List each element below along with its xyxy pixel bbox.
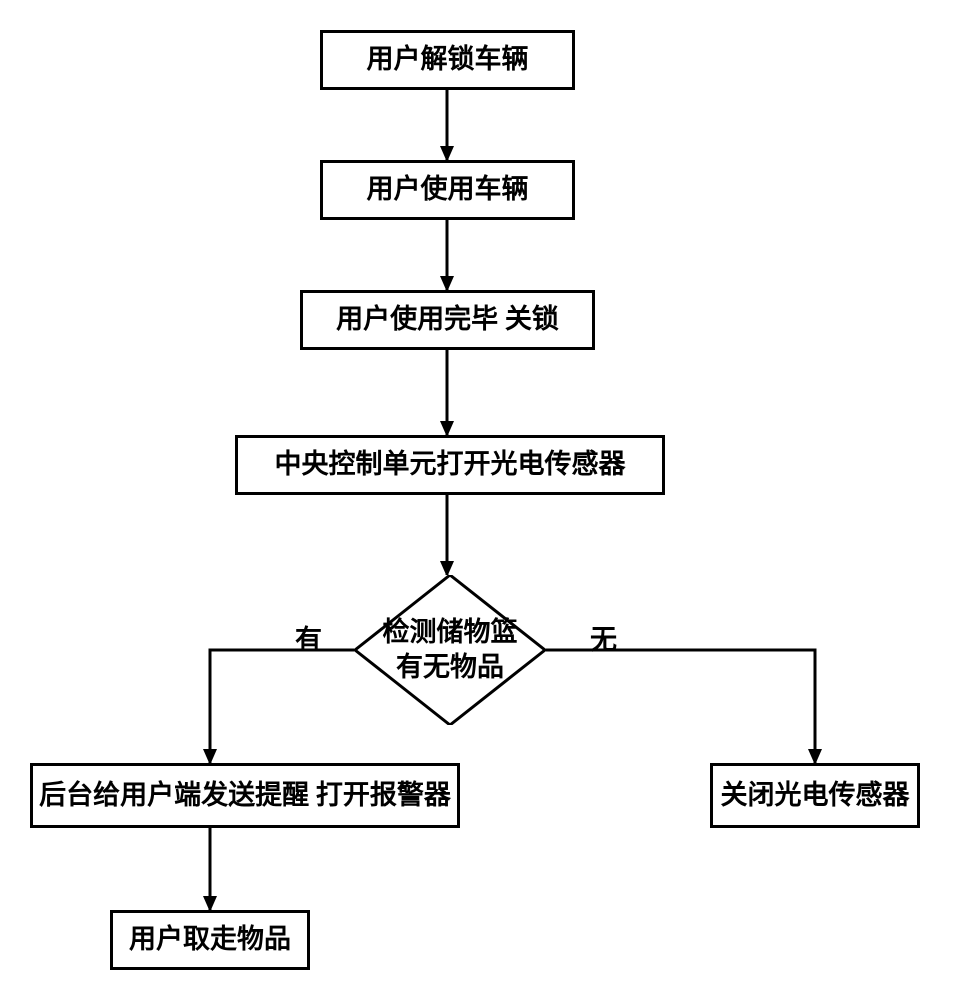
node-unlock-label: 用户解锁车辆 bbox=[367, 42, 529, 77]
node-ccu-open-sensor: 中央控制单元打开光电传感器 bbox=[235, 435, 665, 495]
node-use: 用户使用车辆 bbox=[320, 160, 575, 220]
edge-label-n5-n7: 无 bbox=[590, 618, 617, 657]
node-close-sensor-label: 关闭光电传感器 bbox=[721, 778, 910, 813]
edge-n5-n7 bbox=[545, 650, 815, 763]
node-send-alert: 后台给用户端发送提醒 打开报警器 bbox=[30, 763, 460, 828]
node-use-label: 用户使用车辆 bbox=[367, 172, 529, 207]
edge-label-n5-n6: 有 bbox=[295, 618, 322, 657]
node-close-sensor: 关闭光电传感器 bbox=[710, 763, 920, 828]
decision-line2: 有无物品 bbox=[396, 652, 504, 682]
decision-line1: 检测储物篮 bbox=[383, 617, 518, 647]
edge-n5-n6 bbox=[210, 650, 355, 763]
node-decision-basket: 检测储物篮 有无物品 bbox=[355, 575, 545, 725]
node-user-take-label: 用户取走物品 bbox=[129, 922, 291, 957]
node-lock-label: 用户使用完毕 关锁 bbox=[336, 302, 559, 337]
edges-layer bbox=[0, 0, 955, 1000]
node-ccu-open-sensor-label: 中央控制单元打开光电传感器 bbox=[275, 447, 626, 482]
node-user-take: 用户取走物品 bbox=[110, 910, 310, 970]
node-send-alert-label: 后台给用户端发送提醒 打开报警器 bbox=[39, 778, 451, 813]
flowchart-canvas: 用户解锁车辆 用户使用车辆 用户使用完毕 关锁 中央控制单元打开光电传感器 检测… bbox=[0, 0, 955, 1000]
node-lock: 用户使用完毕 关锁 bbox=[300, 290, 595, 350]
node-decision-basket-label: 检测储物篮 有无物品 bbox=[383, 615, 518, 685]
node-unlock: 用户解锁车辆 bbox=[320, 30, 575, 90]
